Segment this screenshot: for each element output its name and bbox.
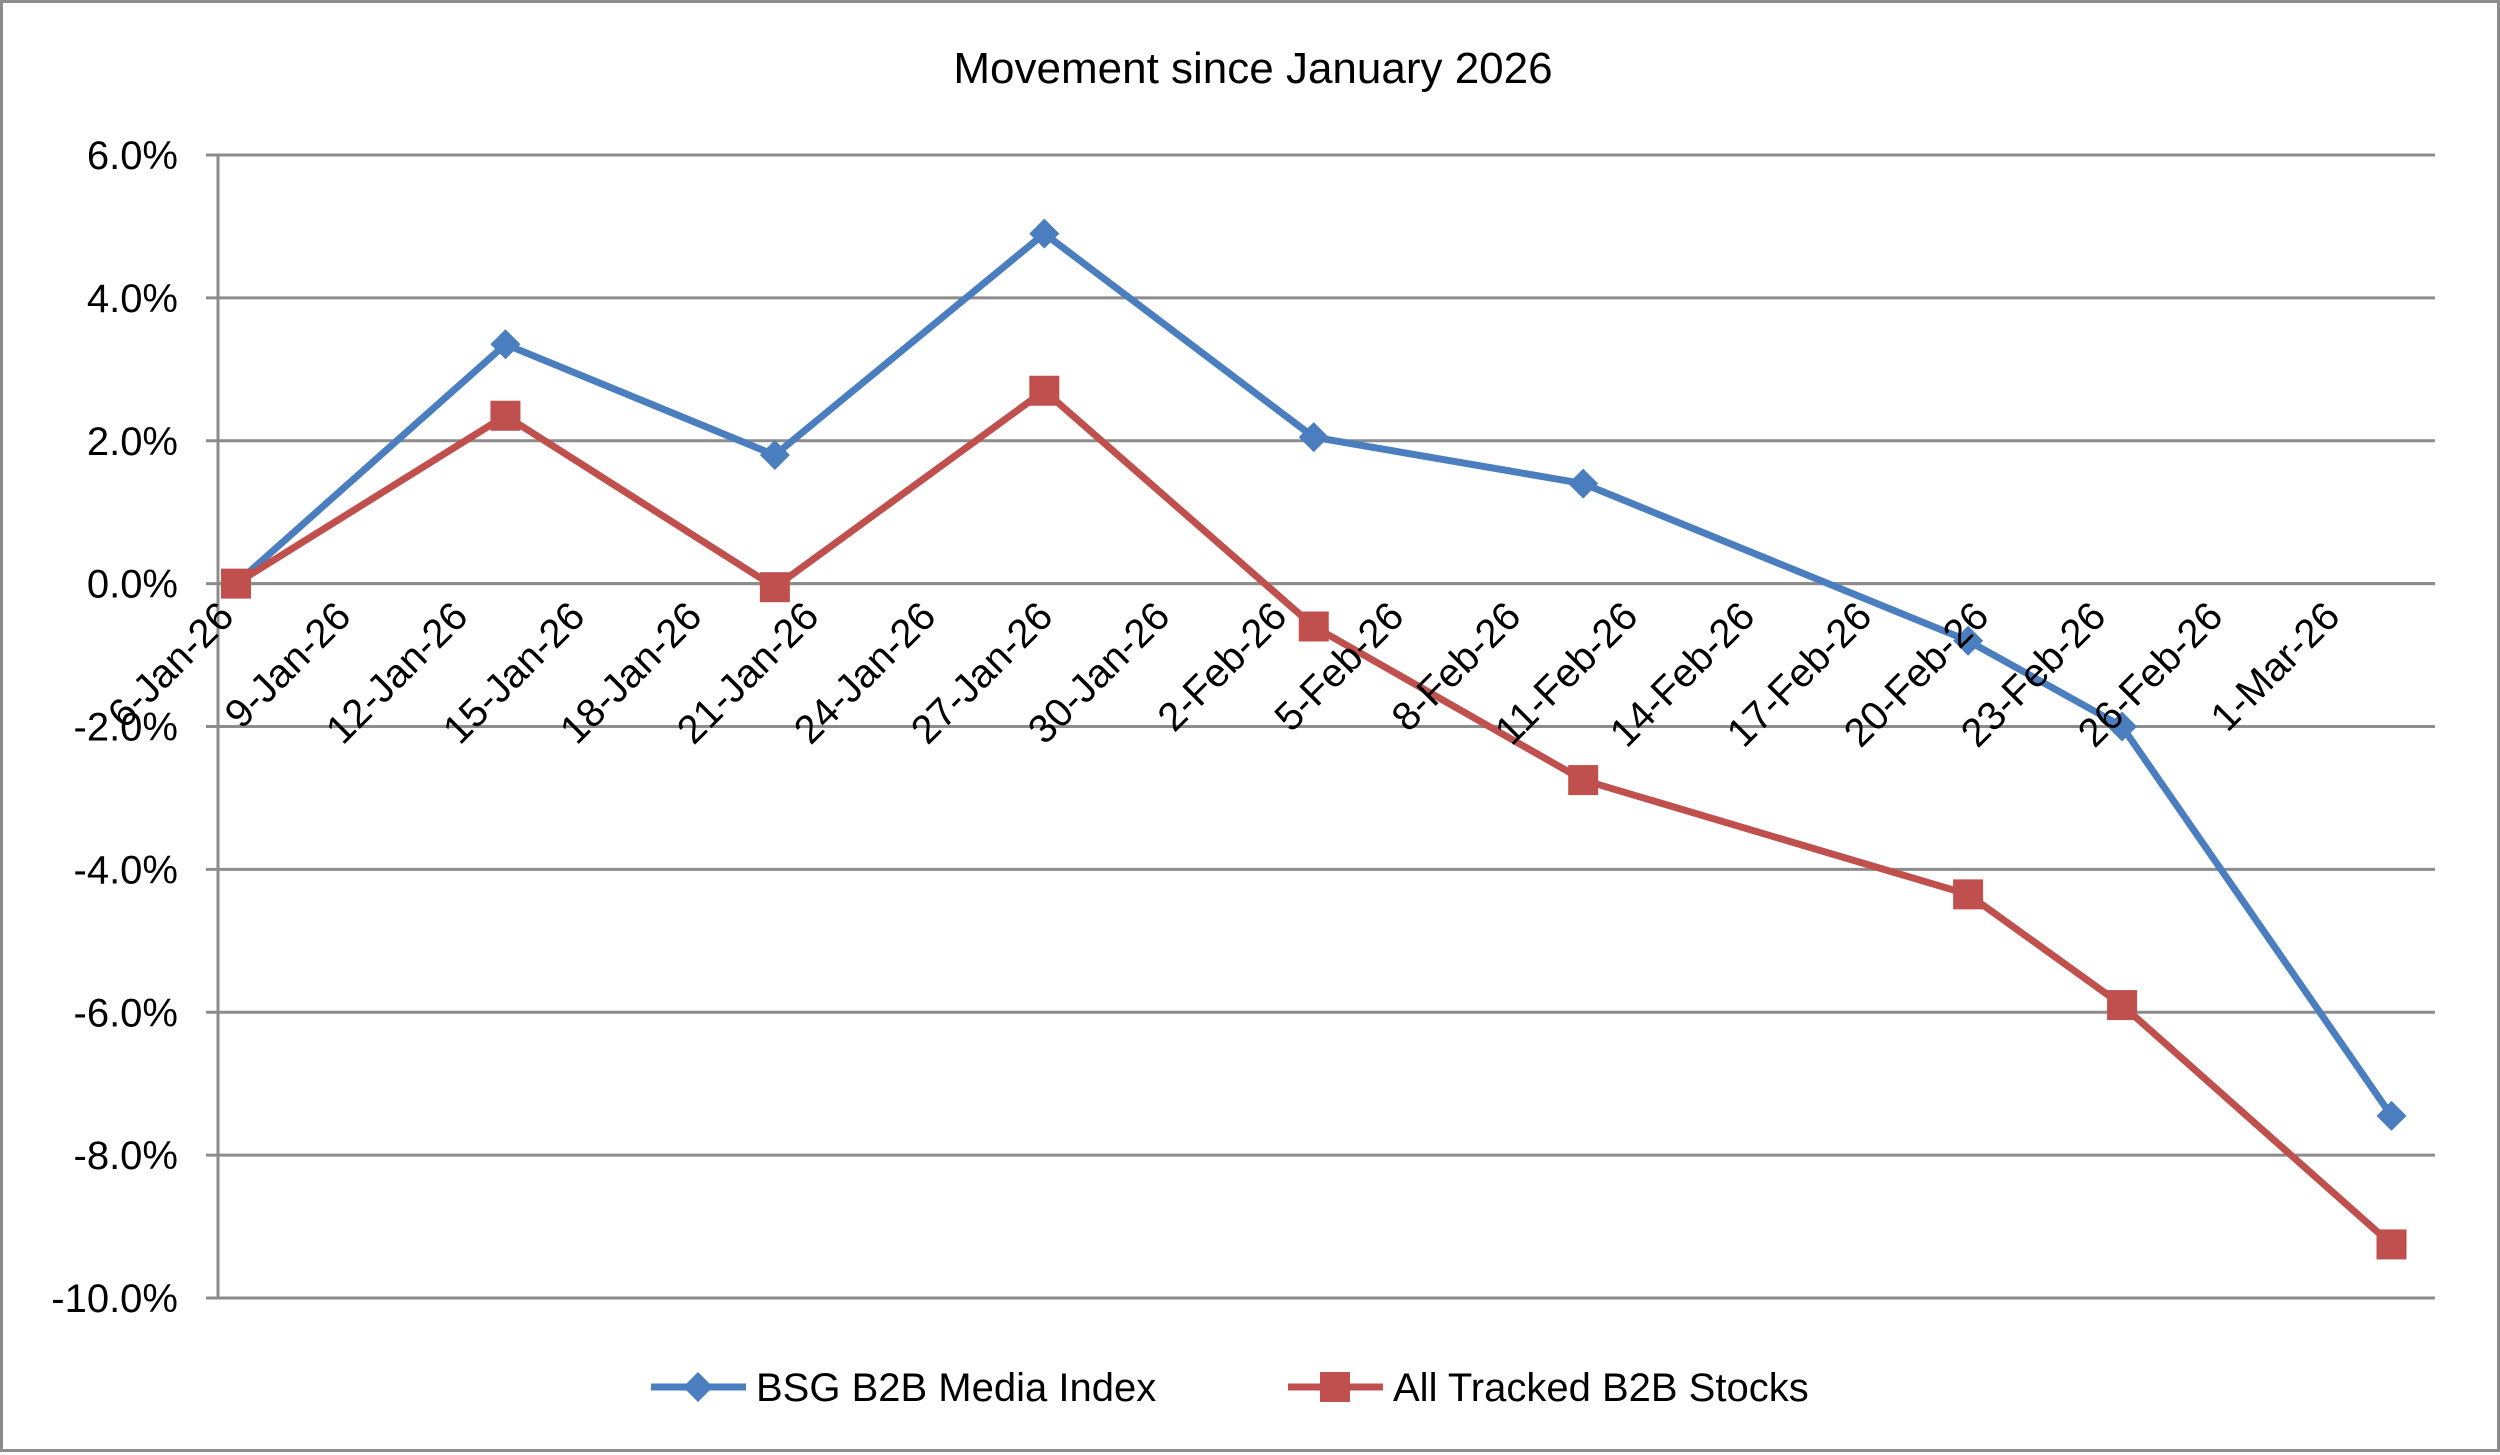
y-tick-label: 4.0% — [87, 277, 178, 321]
y-tick-label: -8.0% — [74, 1134, 179, 1178]
y-tick-label: -6.0% — [74, 991, 179, 1035]
diamond-point — [1953, 625, 1984, 656]
square-point — [2107, 990, 2138, 1021]
legend-label: All Tracked B2B Stocks — [1393, 1366, 1809, 1410]
diamond-point — [1029, 218, 1060, 249]
x-tick-label: 2-Feb-26 — [1149, 594, 1295, 740]
line-chart: Movement since January 2026 6.0% 4.0% 2.0%… — [51, 44, 2435, 1410]
square-point — [2376, 1229, 2407, 1260]
y-tick-label: -2.0% — [74, 706, 179, 750]
diamond-point — [2107, 711, 2138, 742]
legend-label: BSG B2B Media Index — [756, 1366, 1156, 1410]
series-line-2 — [234, 387, 2394, 1248]
series-layer — [221, 218, 2407, 1260]
diamond-point — [1568, 468, 1599, 499]
square-point — [1029, 375, 1060, 406]
legend: BSG B2B Media Index All Tracked B2B Stock… — [651, 1366, 1809, 1410]
chart-title: Movement since January 2026 — [953, 44, 1552, 93]
square-point — [1298, 611, 1329, 642]
y-tick-label: 2.0% — [87, 420, 178, 464]
axis-layer — [216, 155, 2435, 1298]
x-tick-label: 1-Mar-26 — [2203, 594, 2349, 740]
square-point — [221, 568, 251, 599]
y-tick-label: -4.0% — [74, 848, 179, 892]
diamond-point — [490, 329, 521, 360]
square-point — [759, 572, 790, 603]
square-point — [1953, 879, 1984, 910]
y-tick-label: 6.0% — [87, 134, 178, 178]
legend-square-marker — [1320, 1372, 1350, 1402]
diamond-point — [2376, 1100, 2407, 1131]
diamond-point — [1298, 422, 1329, 453]
diamond-point — [759, 440, 790, 471]
grid-layer: 6.0% 4.0% 2.0% 0.0% -2.0% -4.0% -6.0% -8.0% -10.… — [51, 134, 2435, 1321]
legend-diamond-marker — [683, 1372, 713, 1402]
square-point — [490, 400, 521, 431]
y-tick-label: 0.0% — [87, 563, 178, 607]
square-point — [1568, 765, 1599, 796]
y-tick-label: -10.0% — [51, 1277, 178, 1321]
x-tick-layer: 6-Jan-269-Jan-2612-Jan-2615-Jan-2618-Jan… — [100, 594, 2349, 756]
